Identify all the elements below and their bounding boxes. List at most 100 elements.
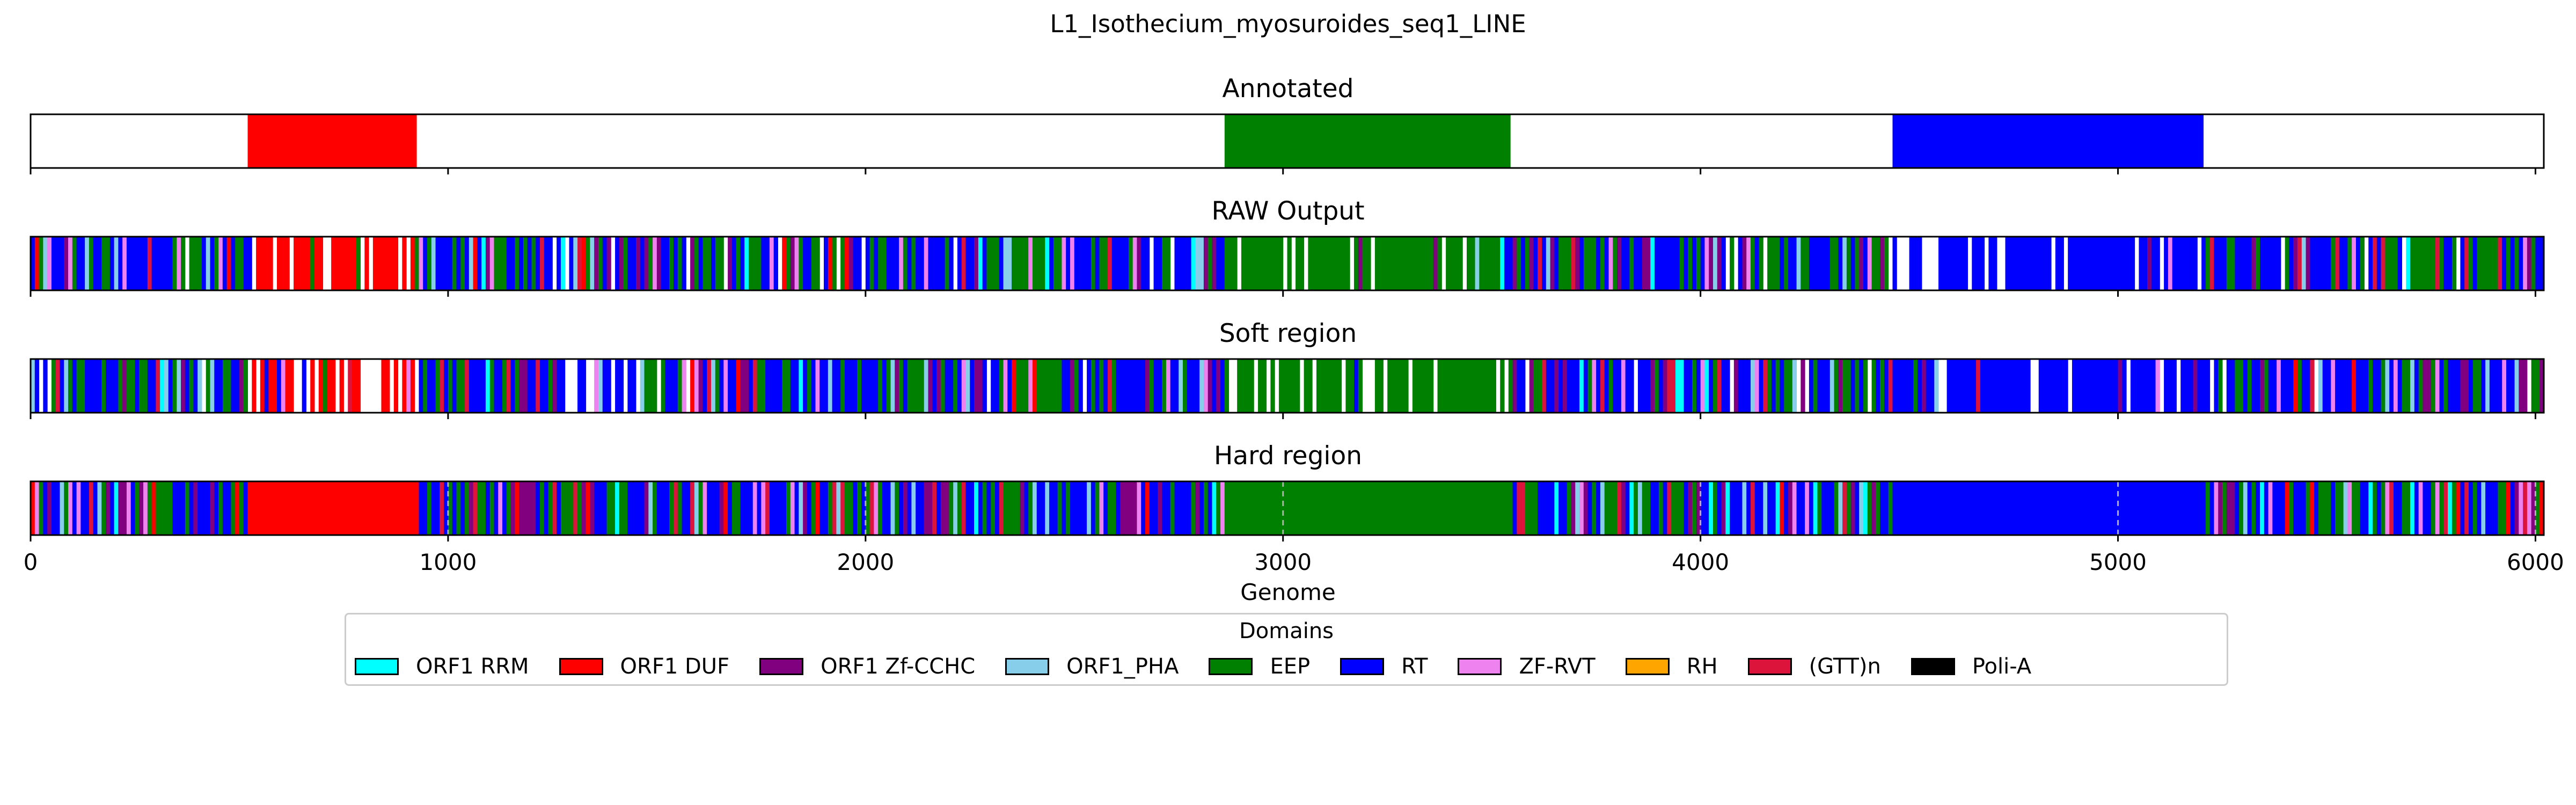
domain-segment [1809, 481, 1814, 535]
domain-segment [369, 481, 374, 535]
domain-segment [2068, 481, 2073, 535]
domain-segment [1884, 237, 1889, 290]
domain-segment [1959, 237, 1964, 290]
domain-segment [2355, 359, 2361, 413]
domain-segment [540, 237, 545, 290]
domain-segment [719, 359, 724, 413]
domain-segment [1353, 237, 1359, 290]
domain-segment [2519, 237, 2523, 290]
domain-segment [2047, 481, 2052, 535]
domain-segment [1976, 237, 1981, 290]
domain-segment [2080, 237, 2085, 290]
x-tick-label: 2000 [837, 549, 894, 575]
domain-segment [844, 481, 850, 535]
domain-segment [1395, 359, 1401, 413]
domain-segment [632, 359, 636, 413]
domain-segment [1850, 481, 1855, 535]
domain-segment [114, 481, 119, 535]
domain-segment [615, 481, 620, 535]
domain-segment [2506, 359, 2511, 413]
domain-segment [2402, 359, 2406, 413]
domain-segment [1667, 359, 1672, 413]
domain-segment [489, 359, 494, 413]
domain-segment [310, 237, 315, 290]
domain-segment [552, 481, 557, 535]
domain-segment [945, 237, 949, 290]
domain-segment [435, 481, 440, 535]
domain-segment [1700, 481, 1705, 535]
domain-segment [1642, 481, 1646, 535]
domain-segment [1692, 237, 1697, 290]
domain-segment [1863, 481, 1868, 535]
domain-segment [1775, 237, 1780, 290]
domain-segment [76, 481, 81, 535]
domain-segment [1684, 359, 1688, 413]
domain-segment [640, 359, 645, 413]
domain-segment [1304, 359, 1308, 413]
domain-segment [1324, 481, 1329, 535]
domain-segment [1579, 237, 1584, 290]
domain-segment [1429, 481, 1434, 535]
domain-segment [519, 237, 524, 290]
track-frame [30, 236, 2545, 291]
domain-segment [2251, 237, 2256, 290]
domain-segment [431, 481, 436, 535]
domain-segment [1696, 359, 1701, 413]
domain-segment [1258, 237, 1263, 290]
domain-segment [1158, 481, 1162, 535]
domain-segment [1137, 237, 1141, 290]
domain-segment [1199, 481, 1204, 535]
domain-segment [1454, 481, 1459, 535]
domain-segment [828, 237, 833, 290]
domain-segment [2355, 237, 2361, 290]
domain-segment [1324, 237, 1329, 290]
domain-segment [235, 481, 240, 535]
domain-segment [1909, 359, 1914, 413]
domain-segment [719, 237, 724, 290]
domain-segment [1567, 237, 1571, 290]
domain-segment [853, 237, 858, 290]
domain-segment [1057, 359, 1062, 413]
domain-segment [1012, 481, 1016, 535]
domain-segment [1111, 481, 1117, 535]
domain-segment [2072, 359, 2077, 413]
domain-segment [523, 359, 528, 413]
domain-segment [2360, 481, 2365, 535]
domain-segment [1963, 237, 1968, 290]
domain-segment [1909, 481, 1914, 535]
domain-segment [1162, 481, 1167, 535]
domain-segment [2523, 237, 2528, 290]
domain-segment [749, 359, 753, 413]
domain-segment [769, 359, 774, 413]
domain-segment [310, 359, 315, 413]
domain-segment [2322, 359, 2327, 413]
domain-segment [160, 481, 165, 535]
domain-segment [1650, 481, 1655, 535]
domain-segment [2339, 237, 2344, 290]
domain-segment [2113, 237, 2119, 290]
domain-segment [1329, 359, 1334, 413]
domain-segment [2014, 481, 2018, 535]
domain-segment [1725, 481, 1730, 535]
domain-segment [602, 359, 608, 413]
domain-segment [201, 237, 207, 290]
domain-segment [515, 359, 519, 413]
domain-segment [2092, 237, 2098, 290]
domain-segment [1759, 481, 1763, 535]
domain-segment [2143, 237, 2148, 290]
x-axis: 0 1000 2000 3000 4000 5000 6000 [24, 549, 2564, 575]
domain-segment [1158, 237, 1162, 290]
domain-segment [452, 359, 457, 413]
domain-segment [1980, 481, 1985, 535]
domain-segment [1404, 359, 1409, 413]
domain-segment [2038, 481, 2044, 535]
domain-segment [1642, 359, 1646, 413]
domain-segment [2431, 481, 2436, 535]
domain-segment [2331, 237, 2336, 290]
domain-segment [1834, 237, 1839, 290]
domain-segment [2531, 237, 2536, 290]
domain-segment [886, 237, 891, 290]
domain-segment [343, 481, 348, 535]
domain-segment [961, 481, 967, 535]
domain-segment [135, 237, 140, 290]
